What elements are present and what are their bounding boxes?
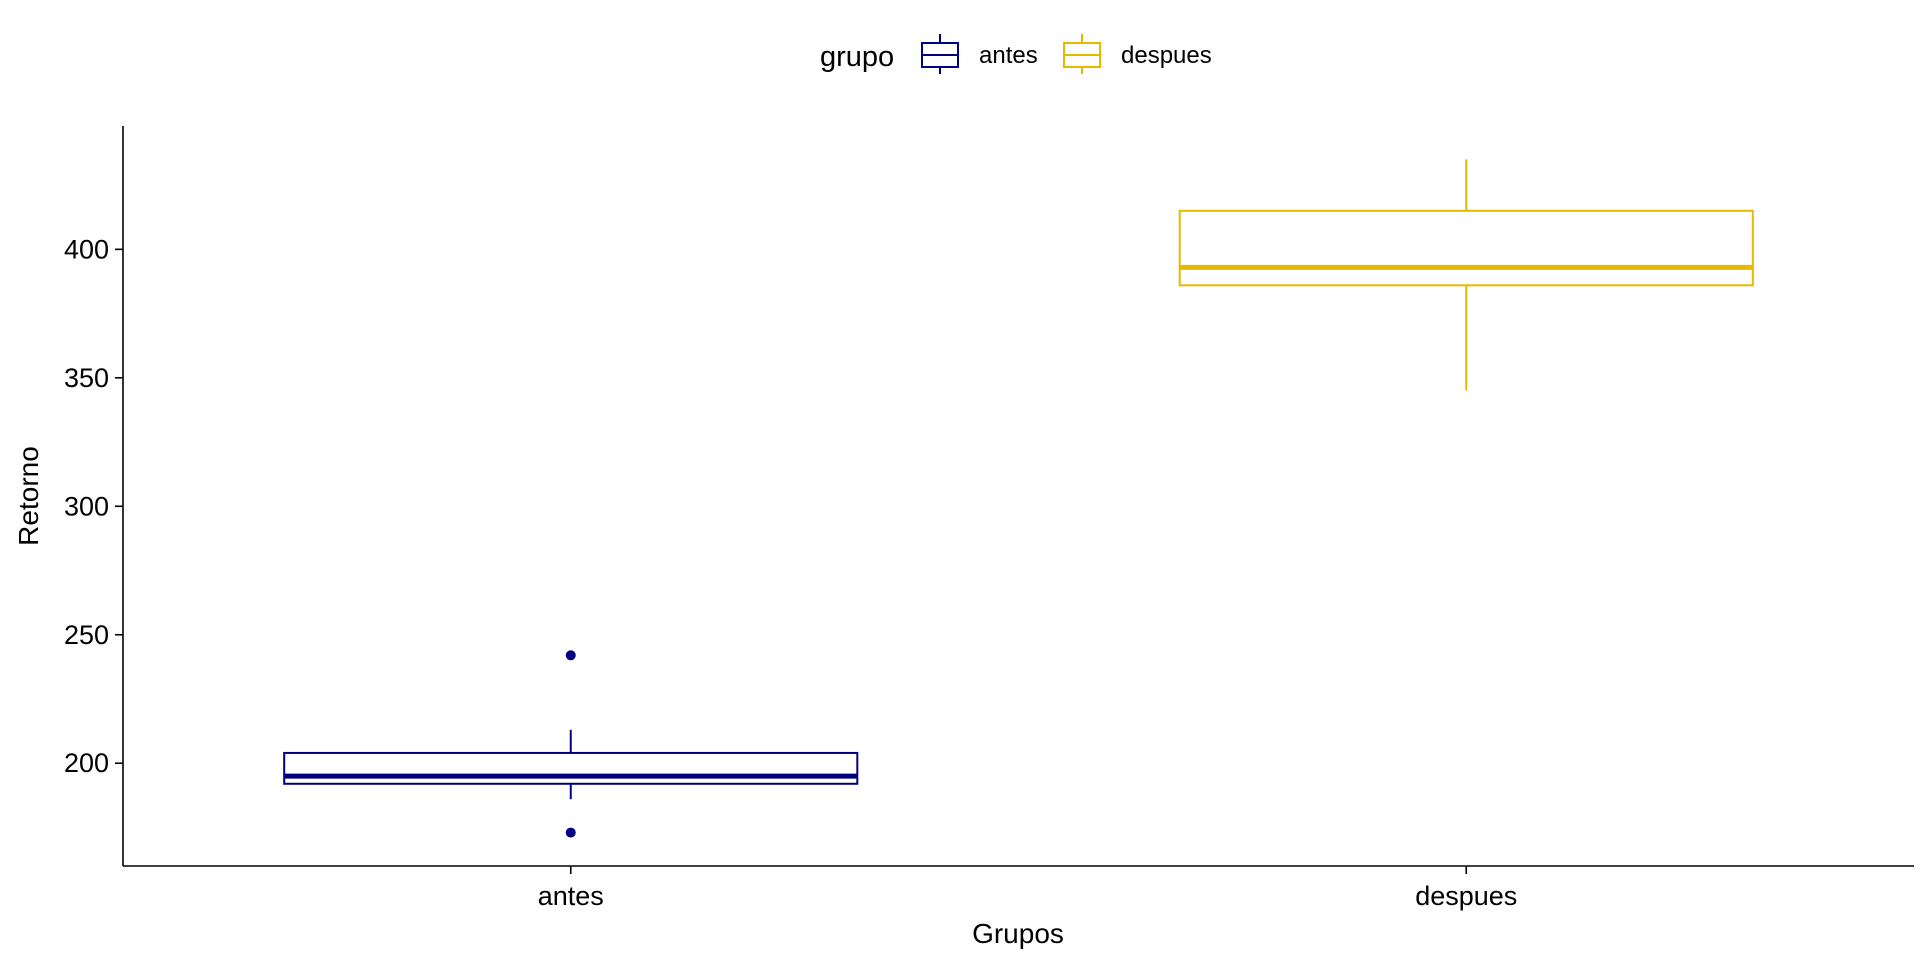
x-tick-label: despues bbox=[1415, 881, 1517, 911]
box-antes bbox=[283, 650, 859, 838]
legend-entries: antes despues bbox=[921, 34, 1212, 74]
x-axis-ticks: antes despues bbox=[538, 866, 1517, 911]
y-axis-title: Retorno bbox=[13, 446, 44, 546]
iqr-box bbox=[283, 751, 859, 785]
x-axis-title: Grupos bbox=[972, 918, 1064, 949]
legend-label: antes bbox=[979, 42, 1038, 69]
boxplot-marks bbox=[283, 159, 1754, 838]
y-tick-label: 300 bbox=[64, 491, 109, 521]
y-tick-label: 250 bbox=[64, 620, 109, 650]
legend-title: grupo bbox=[820, 41, 894, 73]
box-despues bbox=[1178, 159, 1754, 391]
y-axis-ticks: 200 250 300 350 400 bbox=[64, 234, 123, 778]
y-tick-label: 200 bbox=[64, 748, 109, 778]
outlier-point bbox=[565, 827, 576, 838]
legend-entry-despues: despues bbox=[1063, 34, 1212, 74]
iqr-box bbox=[1178, 209, 1754, 287]
legend: grupo antes despues bbox=[820, 34, 1212, 74]
y-tick-label: 400 bbox=[64, 234, 109, 264]
x-tick-label: antes bbox=[538, 881, 604, 911]
outlier-point bbox=[565, 650, 576, 661]
y-tick-label: 350 bbox=[64, 363, 109, 393]
legend-label: despues bbox=[1121, 42, 1212, 69]
legend-entry-antes: antes bbox=[921, 34, 1038, 74]
